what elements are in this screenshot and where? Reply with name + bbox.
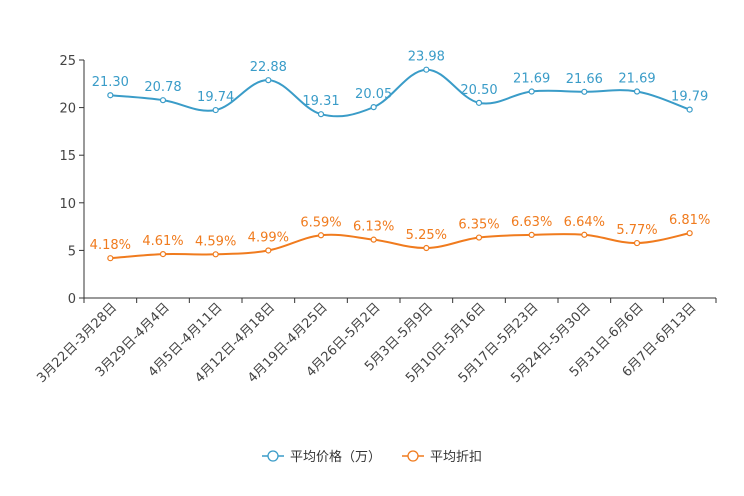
data-label: 21.69 [618, 72, 655, 87]
legend-marker-icon [407, 450, 419, 462]
legend-marker-icon [267, 450, 279, 462]
y-tick-label: 25 [59, 54, 76, 69]
data-point [265, 77, 272, 84]
legend[interactable]: 平均价格（万） 平均折扣 [262, 449, 482, 465]
data-label: 19.79 [671, 90, 708, 105]
data-label: 4.59% [195, 234, 236, 249]
data-label: 6.64% [564, 215, 605, 230]
data-point [265, 247, 272, 254]
data-point [581, 231, 588, 238]
y-tick-label: 20 [59, 102, 76, 117]
data-label: 20.05 [355, 87, 392, 102]
series-line [110, 232, 690, 260]
data-point [212, 251, 219, 258]
series-1: 21.30 20.78 19.74 22.88 19.31 20.05 23.98 20.50… [92, 50, 708, 118]
series-2: 4.18% 4.61% 4.59% 4.99% 6.59% 6.13% 5.25% 6.35%… [90, 213, 710, 262]
data-point [633, 88, 641, 95]
data-label: 21.66 [566, 72, 603, 87]
data-label: 4.99% [248, 230, 289, 245]
y-tick-label: 5 [68, 244, 76, 259]
data-point [686, 106, 693, 113]
data-point [686, 230, 693, 237]
axes [83, 60, 716, 299]
data-label: 19.74 [197, 90, 234, 105]
data-label: 6.81% [669, 213, 710, 228]
data-point [581, 88, 588, 95]
series-group: 21.30 20.78 19.74 22.88 19.31 20.05 23.98 20.50… [90, 50, 710, 262]
data-point [633, 239, 641, 247]
data-point [107, 255, 114, 262]
data-label: 5.77% [616, 223, 657, 238]
data-point [528, 88, 535, 95]
legend-label: 平均价格（万） [290, 449, 381, 465]
legend-label: 平均折扣 [430, 450, 482, 465]
data-label: 20.50 [460, 83, 497, 98]
data-label: 6.13% [353, 220, 394, 235]
y-tick-label: 0 [68, 292, 76, 307]
data-point [423, 244, 430, 252]
data-label: 4.18% [90, 238, 131, 253]
data-label: 6.63% [511, 215, 552, 230]
y-tick-label: 10 [59, 197, 76, 212]
data-label: 22.88 [250, 60, 287, 75]
data-point [159, 251, 167, 258]
x-axis-ticks: 3月22日-3月28日3月29日-4月4日4月5日-4月11日4月12日-4月1… [34, 298, 717, 386]
data-point [212, 106, 219, 114]
data-label: 19.31 [302, 94, 339, 109]
y-axis-ticks: 0 5 10 15 20 25 [59, 54, 84, 307]
data-label: 20.78 [144, 80, 181, 95]
data-label: 6.59% [300, 215, 341, 230]
data-label: 23.98 [408, 50, 445, 65]
data-point [370, 236, 377, 243]
legend-item-2[interactable]: 平均折扣 [402, 450, 482, 465]
data-point [317, 232, 325, 239]
data-label: 5.25% [406, 228, 447, 243]
data-point [475, 234, 483, 241]
data-label: 6.35% [458, 218, 499, 233]
legend-item-1[interactable]: 平均价格（万） [262, 449, 381, 465]
y-tick-label: 15 [59, 149, 76, 164]
data-point [423, 66, 430, 73]
data-point [317, 111, 325, 118]
data-point [528, 231, 535, 238]
data-point [475, 99, 483, 106]
data-point [370, 104, 377, 111]
data-label: 21.30 [92, 75, 129, 90]
data-label: 21.69 [513, 72, 550, 87]
data-label: 4.61% [142, 234, 183, 249]
data-point [159, 97, 167, 104]
data-point [107, 92, 114, 99]
